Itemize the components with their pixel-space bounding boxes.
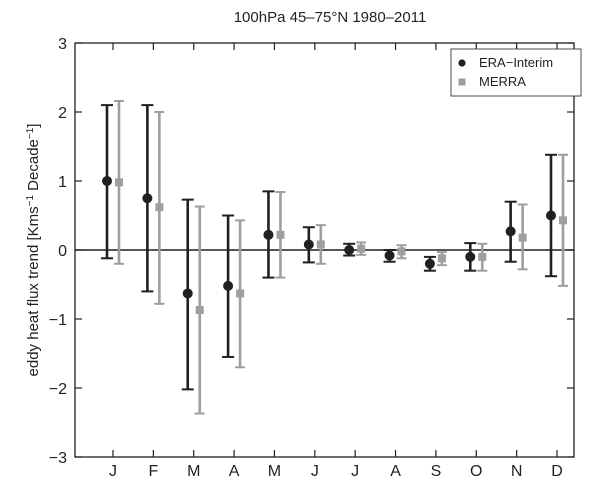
y-tick-label: −1 [49,312,67,329]
legend-marker-era-interim [458,59,466,67]
data-point [236,289,245,298]
legend-marker-merra [458,78,466,86]
data-point [223,280,234,291]
data-point [316,240,325,249]
data-point [276,230,285,239]
y-axis-label-middle: Decade [25,139,42,195]
chart-title: 100hPa 45–75°N 1980–2011 [234,9,427,26]
x-tick-label: F [148,463,158,480]
legend: ERA−Interim MERRA [450,48,582,97]
y-tick-label: 3 [58,36,67,53]
data-point [357,244,366,253]
y-axis-label-superscript-2: −1 [25,127,36,139]
data-point [115,178,123,187]
data-point [424,258,435,269]
x-tick-label: M [187,463,200,480]
data-point [518,233,527,242]
legend-box [450,48,582,97]
x-tick-label: D [551,463,563,480]
series-era-interim [101,104,557,391]
y-tick-label: 1 [58,174,67,191]
y-axis-label-superscript-1: −1 [25,195,36,207]
y-axis-label-main: eddy heat flux trend [Kms [25,206,42,376]
legend-label-merra: MERRA [479,74,526,89]
x-tick-label: N [511,463,523,480]
data-point [182,288,193,299]
data-point [344,245,355,255]
series-layer [101,99,568,415]
data-point [142,193,153,204]
x-tick-label: S [431,463,442,480]
y-tick-label: −2 [49,381,67,398]
data-point [303,239,314,250]
series-merra [114,99,568,415]
y-tick-label: 0 [58,243,67,260]
data-point [384,250,395,261]
y-tick-label: −3 [49,450,67,467]
x-tick-label: J [109,463,117,480]
x-tick-label: J [311,463,319,480]
data-point [195,306,204,315]
data-point [546,210,556,221]
x-tick-label: A [390,463,401,480]
x-tick-label: M [268,463,281,480]
x-tick-label: A [229,463,240,480]
data-point [437,254,446,263]
y-axis-label: eddy heat flux trend [Kms−1 Decade−1] [25,124,43,377]
data-point [397,247,406,256]
y-axis: −3 −2 −1 0 1 2 3 [49,36,574,467]
data-point [505,226,516,237]
x-tick-label: J [351,463,359,480]
y-tick-label: 2 [58,105,67,122]
legend-label-era-interim: ERA−Interim [479,55,553,70]
data-point [155,203,164,212]
data-point [465,251,476,262]
data-point [102,176,112,186]
y-axis-label-end: ] [25,124,42,128]
x-tick-label: O [470,463,482,480]
data-point [263,229,274,240]
data-point [559,216,567,225]
data-point [478,252,487,261]
